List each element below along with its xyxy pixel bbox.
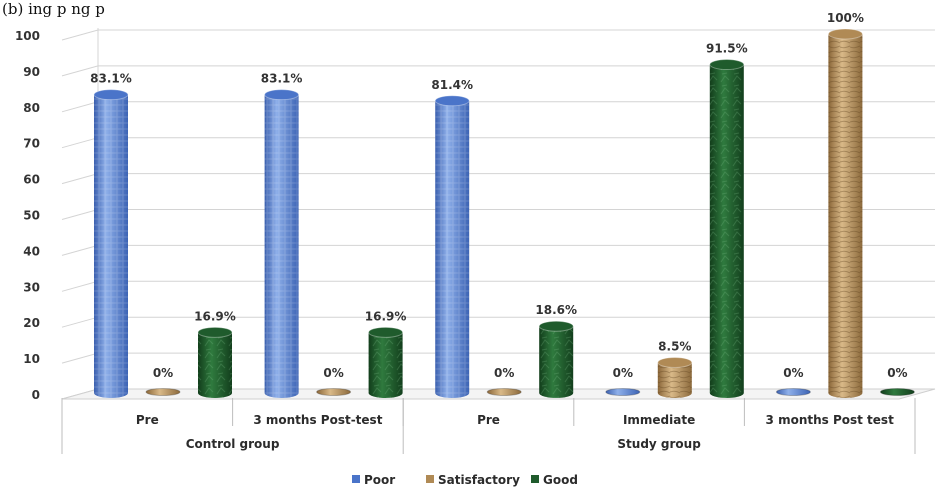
data-label-satisfactory-0: 0% (153, 366, 173, 380)
data-label-good-2: 18.6% (535, 303, 577, 317)
data-label-good-3: 91.5% (706, 42, 748, 56)
data-label-satisfactory-1: 0% (323, 366, 343, 380)
x-category-label-3: Immediate (623, 413, 695, 427)
data-label-poor-4: 0% (783, 366, 803, 380)
legend-label-good: Good (543, 473, 578, 487)
gridline (61, 352, 935, 364)
y-tick-label: 20 (23, 316, 40, 330)
bar-good-2 (538, 320, 574, 398)
x-axis: Pre 3 months Post-test Pre Immediate 3 month… (61, 398, 916, 454)
bar-poor-3 (605, 388, 641, 396)
x-category-label-1: 3 months Post-test (253, 413, 382, 427)
gridline (61, 173, 935, 185)
bar-poor-0 (93, 89, 129, 399)
data-label-satisfactory-4: 100% (827, 11, 864, 25)
gridline (61, 244, 935, 256)
data-label-good-0: 16.9% (194, 309, 236, 323)
legend-item-good: Good (531, 473, 578, 487)
x-group-label-0: Control group (186, 437, 280, 451)
bar-satisfactory-2 (486, 388, 522, 396)
x-category-label-0: Pre (136, 413, 159, 427)
bar-satisfactory-1 (316, 388, 352, 396)
gridline (61, 316, 935, 328)
gridline (61, 209, 935, 220)
bar-satisfactory-0 (145, 388, 181, 396)
bar-poor-2 (434, 95, 470, 399)
data-label-satisfactory-2: 0% (494, 366, 514, 380)
bar-good-3 (709, 59, 745, 398)
bar-satisfactory-3 (657, 356, 693, 398)
gridline (61, 280, 935, 292)
y-tick-label: 80 (23, 101, 40, 115)
legend-item-satisfactory: Satisfactory (426, 473, 520, 487)
bar-poor-4 (775, 388, 811, 396)
bar-good-0 (197, 326, 233, 398)
y-tick-label: 40 (23, 244, 40, 258)
data-label-satisfactory-3: 8.5% (658, 339, 691, 353)
y-tick-label: 60 (23, 173, 40, 187)
bar-good-1 (368, 326, 404, 398)
x-category-label-4: 3 months Post test (766, 413, 895, 427)
gridline (61, 29, 935, 41)
data-label-good-1: 16.9% (365, 309, 407, 323)
data-labels: 83.1% 0% 16.9% 83.1% 0% 16.9% 81.4% 0% 18.6% 0% 8.… (90, 11, 907, 380)
legend-label-satisfactory: Satisfactory (438, 473, 520, 487)
bar-satisfactory-4 (827, 28, 863, 398)
bars (93, 28, 915, 399)
y-tick-label: 90 (23, 65, 40, 79)
data-label-poor-1: 83.1% (261, 72, 303, 86)
gridlines (61, 28, 936, 400)
y-tick-label: 70 (23, 137, 40, 151)
y-tick-label: 10 (23, 352, 40, 366)
legend-label-poor: Poor (364, 473, 395, 487)
y-axis-ticks: 0 10 20 30 40 50 60 70 80 90 100 (15, 29, 40, 402)
bar-good-4 (879, 388, 915, 396)
data-label-poor-0: 83.1% (90, 72, 132, 86)
legend-swatch-satisfactory (426, 475, 434, 483)
gridline (61, 137, 935, 149)
y-tick-label: 50 (23, 209, 40, 223)
data-label-good-4: 0% (887, 366, 907, 380)
data-label-poor-2: 81.4% (431, 78, 473, 92)
legend: Poor Satisfactory Good (352, 473, 578, 487)
figure-caption: (b) ing p ng p (2, 0, 105, 18)
legend-swatch-poor (352, 475, 360, 483)
legend-item-poor: Poor (352, 473, 395, 487)
data-label-poor-3: 0% (613, 366, 633, 380)
gridline (61, 101, 935, 113)
x-group-label-1: Study group (617, 437, 701, 451)
y-tick-label: 0 (32, 388, 40, 402)
y-tick-label: 100 (15, 29, 40, 43)
legend-swatch-good (531, 475, 539, 483)
gridline (61, 65, 935, 77)
y-tick-label: 30 (23, 280, 40, 294)
x-category-label-2: Pre (477, 413, 500, 427)
bar-poor-1 (264, 89, 300, 399)
